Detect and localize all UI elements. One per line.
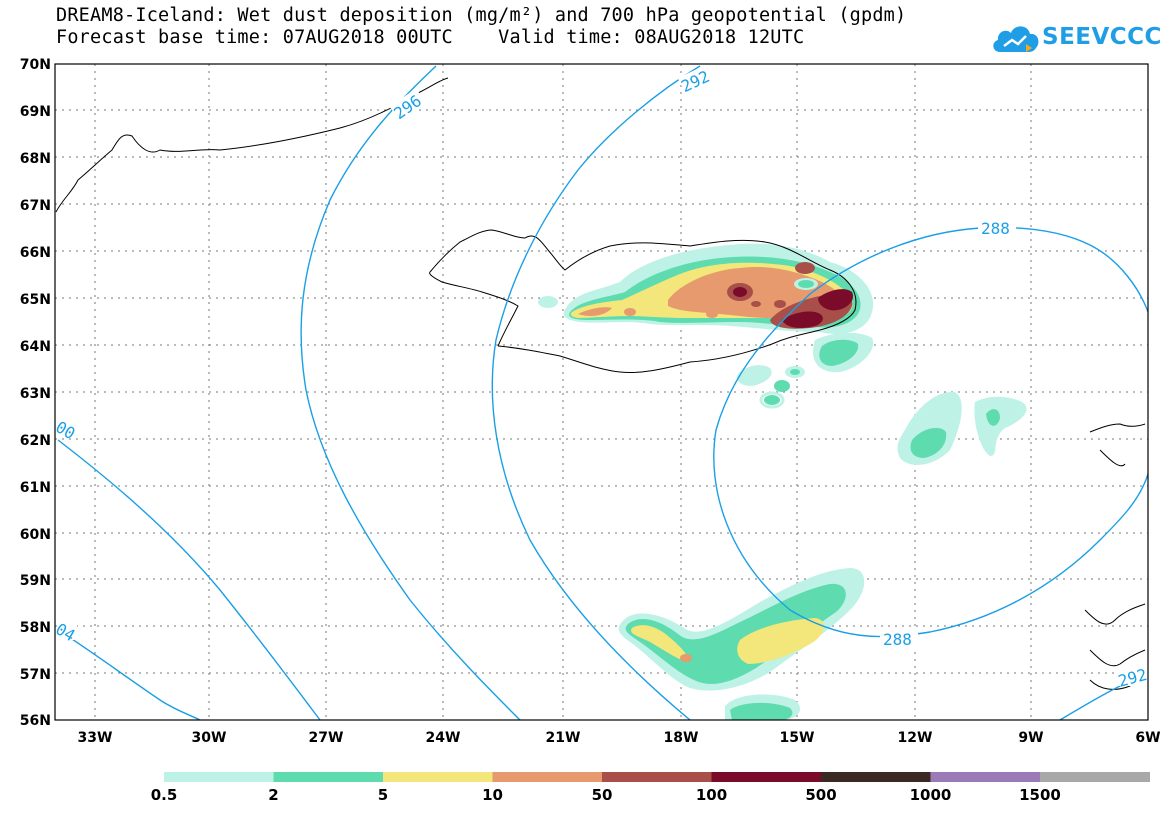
map-title-line2: Forecast base time: 07AUG2018 00UTC Vali… [56,27,805,48]
lat-label: 66N [20,245,51,261]
geopotential-contours [57,65,1149,721]
lat-label: 69N [20,104,51,120]
lon-label: 24W [426,730,461,746]
colorbar-swatch [1040,772,1150,782]
lat-label: 62N [20,433,51,449]
lon-label: 6W [1135,730,1160,746]
colorbar-swatch [930,772,1041,782]
lat-label: 64N [20,339,51,355]
lon-label: 9W [1018,730,1043,746]
lat-label: 67N [20,198,51,214]
lat-label: 68N [20,151,51,167]
lon-label: 12W [898,730,933,746]
contour-label-288-north: 288 [981,219,1010,238]
colorbar-label: 1500 [1019,786,1061,804]
colorbar-label: 0.5 [151,786,178,804]
colorbar-swatch [821,772,931,782]
colorbar-swatch [602,772,712,782]
lat-label: 57N [20,667,51,683]
lat-label: 70N [20,57,51,73]
lon-label: 18W [664,730,699,746]
latitude-labels: 70N 69N 68N 67N 66N 65N 64N 63N 62N 61N … [20,57,51,729]
colorbar-label: 2 [268,786,278,804]
lat-label: 58N [20,620,51,636]
longitude-labels: 33W 30W 27W 24W 21W 18W 15W 12W 9W 6W [78,730,1161,746]
contour-label-288-south: 288 [883,630,912,649]
lat-label: 60N [20,527,51,543]
dust-deposition-field [538,243,1027,720]
lon-label: 15W [780,730,815,746]
lon-label: 33W [78,730,113,746]
colorbar-swatch [492,772,603,782]
lat-label: 56N [20,713,51,729]
lat-label: 63N [20,386,51,402]
colorbar-swatch [711,772,822,782]
lat-label: 61N [20,480,51,496]
colorbar-swatch [273,772,384,782]
colorbar-label: 100 [696,786,727,804]
lon-label: 27W [309,730,344,746]
map-title-line1: DREAM8-Iceland: Wet dust deposition (mg/… [56,5,907,26]
colorbar-swatch [164,772,274,782]
colorbar-label: 10 [482,786,503,804]
colorbar: 0.5 2 5 10 50 100 500 1000 1500 [151,772,1150,804]
colorbar-label: 500 [805,786,836,804]
colorbar-swatch [383,772,493,782]
colorbar-label: 5 [378,786,388,804]
colorbar-label: 50 [592,786,613,804]
seevccc-logo: SEEVCCC [990,18,1162,58]
colorbar-label: 1000 [910,786,952,804]
lon-label: 21W [546,730,581,746]
logo-text: SEEVCCC [1042,24,1162,50]
lat-label: 59N [20,573,51,589]
lon-label: 30W [192,730,227,746]
lat-label: 65N [20,292,51,308]
cloud-logo-icon [993,26,1039,52]
